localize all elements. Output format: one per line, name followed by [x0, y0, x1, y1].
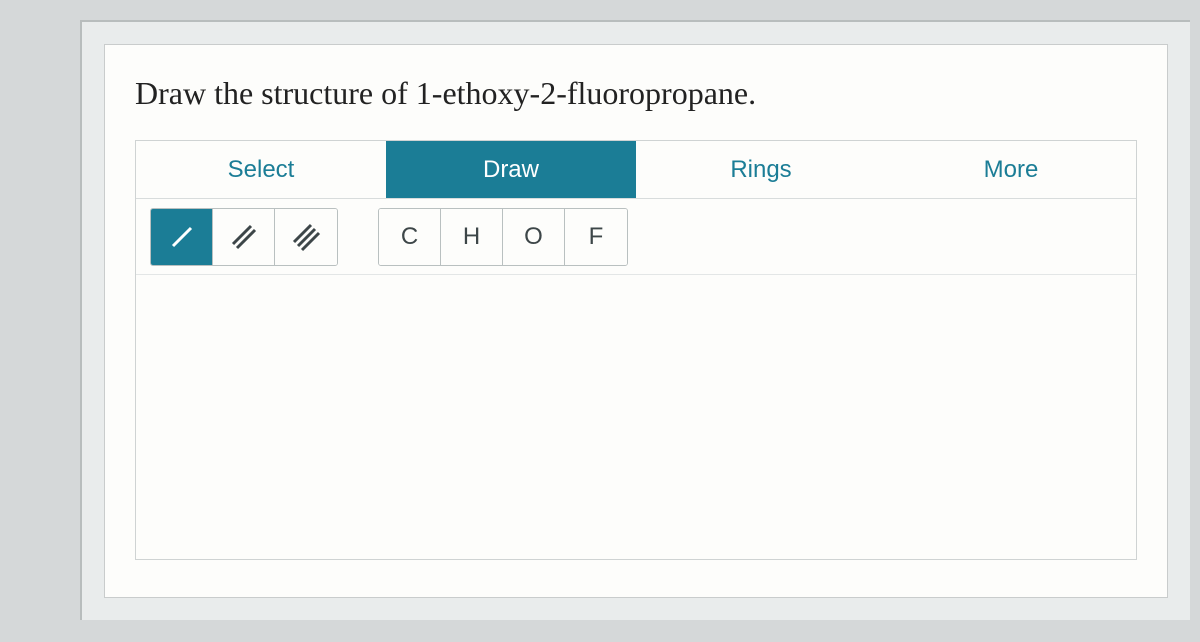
question-prompt: Draw the structure of 1-ethoxy-2-fluorop… [135, 75, 1137, 112]
tab-rings[interactable]: Rings [636, 141, 886, 198]
bond-tool-group [150, 208, 338, 266]
question-panel: Draw the structure of 1-ethoxy-2-fluorop… [104, 44, 1168, 598]
tab-select[interactable]: Select [136, 141, 386, 198]
single-bond-icon [165, 220, 199, 254]
element-c-button[interactable]: C [379, 209, 441, 265]
mode-tab-bar: Select Draw Rings More [136, 141, 1136, 199]
element-f-button[interactable]: F [565, 209, 627, 265]
single-bond-button[interactable] [151, 209, 213, 265]
tab-more[interactable]: More [886, 141, 1136, 198]
double-bond-button[interactable] [213, 209, 275, 265]
triple-bond-icon [289, 220, 323, 254]
tab-draw[interactable]: Draw [386, 141, 636, 198]
triple-bond-button[interactable] [275, 209, 337, 265]
drawing-canvas[interactable] [136, 275, 1136, 559]
outer-panel: Draw the structure of 1-ethoxy-2-fluorop… [80, 20, 1190, 620]
element-h-button[interactable]: H [441, 209, 503, 265]
structure-editor: Select Draw Rings More [135, 140, 1137, 560]
element-o-button[interactable]: O [503, 209, 565, 265]
draw-toolbar: C H O F [136, 199, 1136, 275]
double-bond-icon [227, 220, 261, 254]
element-tool-group: C H O F [378, 208, 628, 266]
